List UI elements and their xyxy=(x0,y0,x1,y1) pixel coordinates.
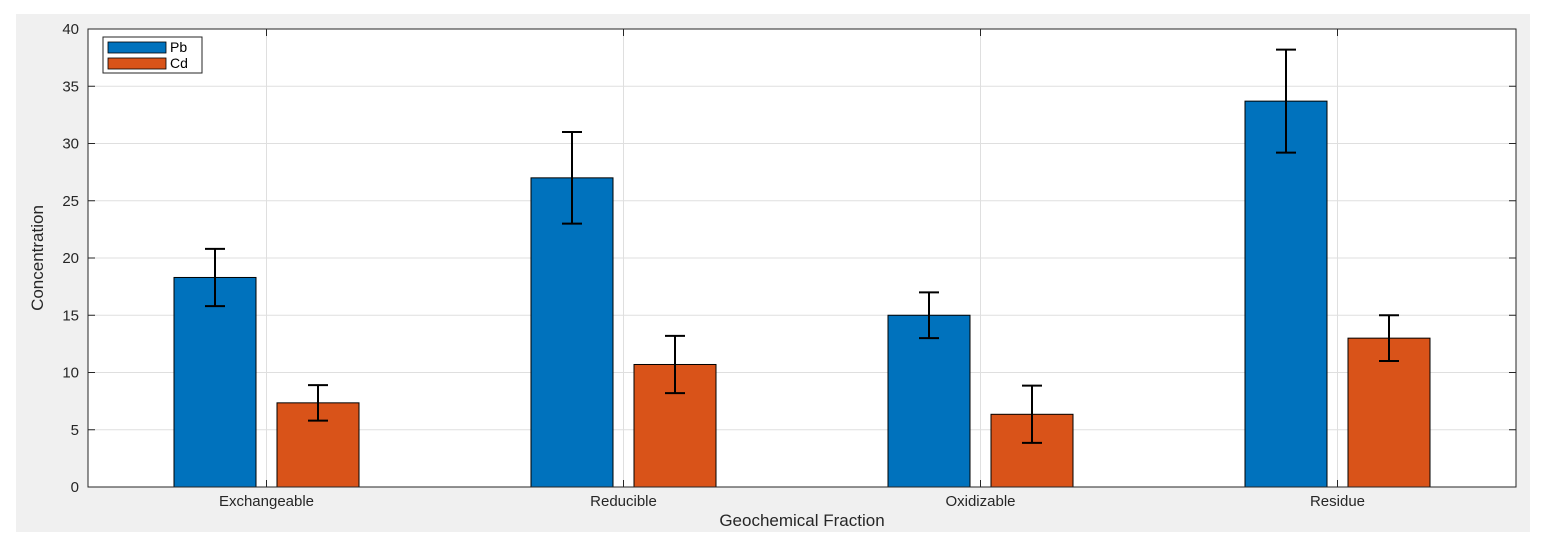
legend[interactable]: Pb Cd xyxy=(102,36,203,74)
y-tick-label: 0 xyxy=(71,479,79,496)
bar-pb-oxidizable xyxy=(887,314,971,488)
y-tick-label: 35 xyxy=(62,78,79,95)
x-axis-label: Geochemical Fraction xyxy=(719,511,884,530)
error-bar-pb-oxidizable xyxy=(919,291,939,340)
bar-pb-residue xyxy=(1244,100,1328,488)
ticks: 0 5 10 15 20 25 30 35 40 Exchangeable Reducible Oxi… xyxy=(62,21,1516,510)
error-bar-cd-oxidizable xyxy=(1022,384,1042,444)
error-bar-pb-reducible xyxy=(562,131,582,225)
error-bar-pb-exchangeable xyxy=(205,247,225,308)
y-tick-label: 15 xyxy=(62,307,79,324)
y-tick-label: 5 xyxy=(71,422,79,439)
error-bars xyxy=(205,48,1399,444)
x-tick-label: Oxidizable xyxy=(945,493,1015,510)
error-bar-cd-reducible xyxy=(665,334,685,395)
error-bar-cd-residue xyxy=(1379,314,1399,363)
legend-label-pb: Pb xyxy=(170,39,187,55)
legend-label-cd: Cd xyxy=(170,55,188,71)
y-tick-label: 25 xyxy=(62,193,79,210)
x-tick-label: Reducible xyxy=(590,493,657,510)
y-tick-label: 20 xyxy=(62,250,79,267)
legend-swatch-cd xyxy=(107,57,167,70)
x-tick-label: Residue xyxy=(1310,493,1365,510)
legend-swatch-pb xyxy=(107,41,167,54)
y-tick-label: 40 xyxy=(62,21,79,38)
error-bar-pb-residue xyxy=(1276,48,1296,154)
y-tick-label: 10 xyxy=(62,365,79,382)
y-axis-label: Concentration xyxy=(28,205,47,311)
y-tick-label: 30 xyxy=(62,136,79,153)
bar-pb-exchangeable xyxy=(173,276,257,488)
x-tick-label: Exchangeable xyxy=(219,493,314,510)
error-bar-cd-exchangeable xyxy=(308,384,328,422)
